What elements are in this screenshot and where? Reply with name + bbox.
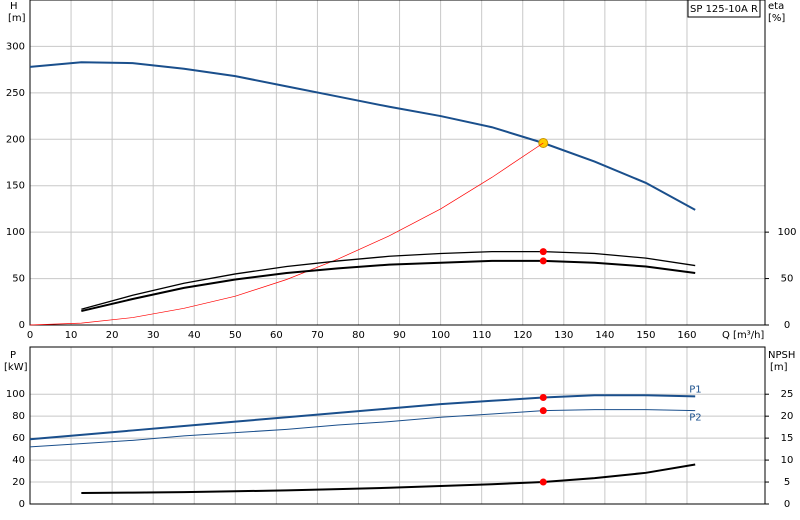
operating-point: [539, 394, 547, 402]
x-tick-label: 100: [431, 330, 450, 341]
operating-point: [539, 248, 547, 256]
x-tick-label: 80: [352, 330, 365, 341]
x-tick-label: 40: [188, 330, 201, 341]
x-tick-label: 10: [65, 330, 78, 341]
y-label: H: [10, 1, 18, 12]
y2-tick-label: 10: [781, 455, 794, 466]
title-box: [687, 0, 761, 18]
chart-title: SP 125-10A R: [690, 4, 758, 15]
x-label: Q [m³/h]: [722, 330, 764, 341]
x-tick-label: 120: [513, 330, 532, 341]
y-tick-label: 0: [19, 499, 25, 510]
y2-unit: [m]: [770, 362, 788, 373]
y2-label: NPSH: [768, 350, 795, 361]
x-tick-label: 140: [595, 330, 614, 341]
y2-tick-label: 5: [784, 477, 790, 488]
y-unit: [m]: [8, 13, 26, 24]
operating-point: [539, 478, 547, 486]
curve: [29, 409, 696, 448]
x-tick-label: 130: [554, 330, 573, 341]
curve: [29, 394, 696, 441]
operating-point: [539, 407, 547, 415]
y2-tick-label: 0: [784, 320, 790, 331]
x-tick-label: 0: [27, 330, 33, 341]
x-tick-label: 160: [677, 330, 696, 341]
curve: [81, 259, 696, 313]
plot-frame: [29, 346, 766, 505]
x-tick-label: 70: [311, 330, 324, 341]
y-tick-label: 300: [6, 41, 25, 52]
series-label: P1: [689, 384, 701, 395]
series-label: P2: [689, 413, 701, 424]
y-tick-label: 0: [19, 320, 25, 331]
x-tick-label: 90: [393, 330, 406, 341]
y-unit: [kW]: [4, 362, 28, 373]
y2-tick-label: 20: [781, 411, 794, 422]
y-tick-label: 150: [6, 181, 25, 192]
y2-label: eta: [768, 1, 784, 12]
y-tick-label: 60: [12, 433, 25, 444]
y2-tick-label: 0: [784, 499, 790, 510]
y-tick-label: 200: [6, 134, 25, 145]
y-tick-label: 100: [6, 227, 25, 238]
x-tick-label: 150: [636, 330, 655, 341]
x-tick-label: 110: [472, 330, 491, 341]
y-tick-label: 50: [12, 274, 25, 285]
y2-tick-label: 50: [781, 274, 794, 285]
y-tick-label: 250: [6, 88, 25, 99]
curve: [81, 250, 696, 310]
y-tick-label: 100: [6, 389, 25, 400]
x-tick-label: 20: [106, 330, 119, 341]
curve: [81, 463, 696, 495]
x-tick-label: 30: [147, 330, 160, 341]
curve: [29, 61, 696, 211]
y2-tick-label: 100: [777, 227, 796, 238]
operating-point: [539, 257, 547, 265]
curve: [29, 142, 544, 326]
y-tick-label: 20: [12, 477, 25, 488]
plot-frame: [29, 0, 766, 326]
x-tick-label: 50: [229, 330, 242, 341]
x-tick-label: 60: [270, 330, 283, 341]
y-label: P: [10, 350, 16, 361]
y-tick-label: 40: [12, 455, 25, 466]
y2-tick-label: 15: [781, 433, 794, 444]
y-tick-label: 80: [12, 411, 25, 422]
y2-unit: [%]: [768, 13, 785, 24]
y2-tick-label: 25: [781, 389, 794, 400]
